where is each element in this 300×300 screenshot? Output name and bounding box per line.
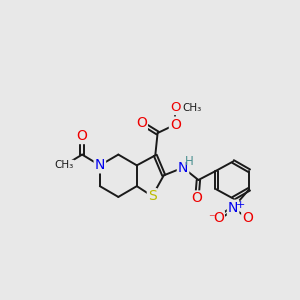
Text: ⁻: ⁻ (208, 212, 215, 225)
Text: +: + (236, 200, 245, 210)
Text: N: N (178, 161, 188, 175)
Text: O: O (170, 101, 181, 114)
Text: O: O (213, 212, 224, 226)
Text: O: O (136, 116, 147, 130)
Text: S: S (148, 189, 157, 203)
Text: CH₃: CH₃ (55, 160, 74, 170)
Text: H: H (185, 155, 194, 168)
Text: N: N (228, 201, 238, 215)
Text: N: N (95, 158, 105, 172)
Text: O: O (191, 191, 202, 206)
Text: CH₃: CH₃ (182, 103, 202, 112)
Text: O: O (77, 129, 88, 143)
Text: O: O (242, 212, 253, 226)
Text: O: O (170, 118, 181, 131)
